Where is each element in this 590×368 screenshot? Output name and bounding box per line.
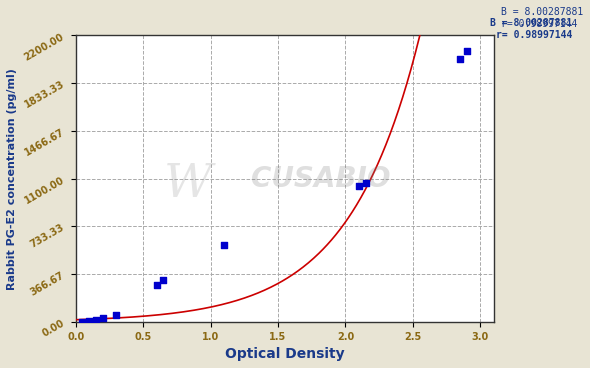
Y-axis label: Rabbit PG-E2 concentration (pg/ml): Rabbit PG-E2 concentration (pg/ml) — [7, 68, 17, 290]
Point — [219, 242, 229, 248]
X-axis label: Optical Density: Optical Density — [225, 347, 345, 361]
Point — [91, 317, 101, 323]
Point — [152, 282, 161, 288]
Point — [455, 56, 465, 62]
Text: W: W — [164, 162, 213, 207]
Point — [78, 319, 87, 325]
Text: B = 8.00287881
r= 0.98997144: B = 8.00287881 r= 0.98997144 — [501, 7, 583, 29]
Point — [462, 48, 471, 54]
Point — [354, 184, 363, 190]
Point — [112, 312, 121, 318]
Text: CUSABIO: CUSABIO — [251, 164, 391, 192]
Point — [159, 277, 168, 283]
Point — [361, 180, 371, 185]
Text: B = 8.00287881
r= 0.98997144: B = 8.00287881 r= 0.98997144 — [490, 18, 572, 40]
Point — [84, 318, 94, 324]
Point — [98, 315, 107, 321]
